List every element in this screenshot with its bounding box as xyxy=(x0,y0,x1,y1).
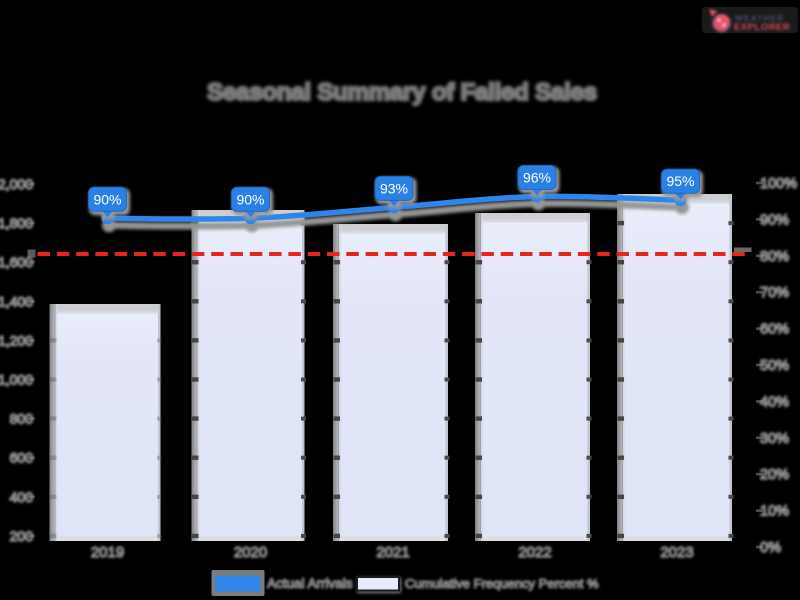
svg-text:WEATHER: WEATHER xyxy=(735,13,784,23)
svg-text:Seasonal Summary of Failed Sal: Seasonal Summary of Failed Sales xyxy=(207,79,597,106)
svg-text:2020: 2020 xyxy=(234,544,267,561)
svg-text:2021: 2021 xyxy=(376,544,409,561)
svg-text:96%: 96% xyxy=(523,170,551,186)
svg-text:50%: 50% xyxy=(760,358,789,374)
svg-text:2,000: 2,000 xyxy=(0,176,33,192)
svg-text:70%: 70% xyxy=(760,285,789,301)
svg-text:1,600: 1,600 xyxy=(0,254,33,270)
svg-text:EXPLORER: EXPLORER xyxy=(734,22,790,33)
svg-text:600: 600 xyxy=(10,450,34,466)
svg-text:100%: 100% xyxy=(760,176,797,192)
svg-text:2023: 2023 xyxy=(660,544,693,561)
svg-text:30%: 30% xyxy=(760,431,789,447)
svg-text:40%: 40% xyxy=(760,394,789,410)
svg-text:Cumulative Frequency Percent %: Cumulative Frequency Percent % xyxy=(405,576,599,591)
svg-text:1,200: 1,200 xyxy=(0,332,33,348)
svg-text:1,000: 1,000 xyxy=(0,372,33,388)
svg-text:400: 400 xyxy=(10,489,34,505)
svg-text:200: 200 xyxy=(10,528,34,544)
svg-text:10%: 10% xyxy=(760,504,789,520)
svg-text:20%: 20% xyxy=(760,467,789,483)
svg-text:1,400: 1,400 xyxy=(0,293,33,309)
svg-text:0%: 0% xyxy=(760,540,781,556)
svg-text:80%: 80% xyxy=(760,249,789,265)
svg-text:2022: 2022 xyxy=(518,544,551,561)
svg-text:2019: 2019 xyxy=(91,544,124,561)
svg-text:800: 800 xyxy=(10,411,34,427)
svg-text:1,800: 1,800 xyxy=(0,215,33,231)
svg-text:95%: 95% xyxy=(666,173,694,189)
svg-text:90%: 90% xyxy=(93,191,121,207)
svg-text:90%: 90% xyxy=(236,191,264,207)
svg-text:Actual Arrivals: Actual Arrivals xyxy=(267,576,353,591)
svg-text:90%: 90% xyxy=(760,212,789,228)
svg-text:60%: 60% xyxy=(760,322,789,338)
svg-text:93%: 93% xyxy=(380,180,408,196)
